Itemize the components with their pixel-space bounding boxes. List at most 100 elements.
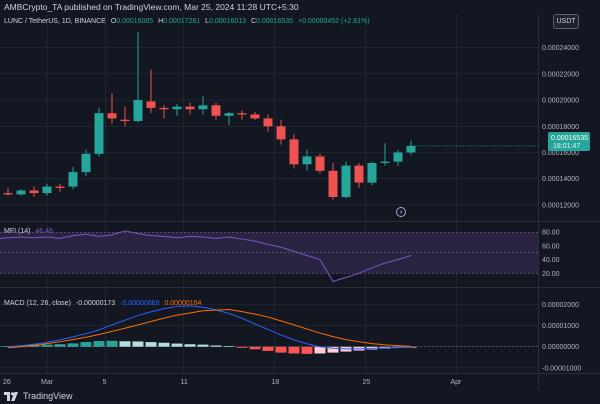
candle-body xyxy=(81,153,91,173)
tradingview-logo-icon xyxy=(4,391,18,401)
candle xyxy=(380,143,390,166)
x-tick-label: 11 xyxy=(181,379,188,386)
candle-body xyxy=(159,107,169,110)
y-tick-label: 0.00012000 xyxy=(542,202,579,209)
candle-body xyxy=(289,139,299,165)
candle xyxy=(55,183,65,192)
x-tick-label: Apr xyxy=(451,379,463,386)
candle-body xyxy=(250,114,260,119)
legend-symbol: LUNC / TetherUS, 1D, BINANCE xyxy=(4,18,106,25)
candle xyxy=(328,162,338,200)
macd-legend-signal: 0.00000164 xyxy=(164,300,201,307)
y-tick-label: 80.00 xyxy=(542,230,560,237)
histogram-bar xyxy=(327,346,339,353)
y-tick-label: 0.00024000 xyxy=(542,45,579,52)
candle-body xyxy=(302,156,312,165)
histogram-bar xyxy=(314,346,326,354)
macd-legend: MACD (12, 26, close) -0.00000173 -0.0000… xyxy=(4,300,202,307)
currency-selector[interactable]: USDT xyxy=(553,14,579,29)
candle-body xyxy=(29,190,39,194)
mfi-legend-name: MFI (14) xyxy=(4,228,30,235)
candle-body xyxy=(380,161,390,163)
x-tick-label: 5 xyxy=(103,379,107,386)
candle-body xyxy=(107,113,117,119)
candle xyxy=(120,106,130,127)
lightning-event-icon[interactable] xyxy=(396,207,406,217)
y-tick-label: 60.00 xyxy=(542,243,560,250)
tradingview-brand: TradingView xyxy=(23,391,73,401)
candle-body xyxy=(276,126,286,140)
y-tick-label: 0.00002000 xyxy=(542,302,579,309)
candle-body xyxy=(354,165,364,183)
candle-body xyxy=(42,186,52,194)
candle xyxy=(94,107,104,157)
tradingview-logo[interactable]: TradingView xyxy=(4,389,73,403)
candle-body xyxy=(406,145,416,153)
grid-layer xyxy=(0,14,538,373)
mfi-line[interactable] xyxy=(0,230,412,283)
candle xyxy=(406,140,416,156)
candle xyxy=(81,149,91,177)
legend-open: 0.00016085 xyxy=(116,18,153,25)
histogram-bar xyxy=(158,342,170,347)
histogram-bar xyxy=(262,346,274,351)
histogram-bar xyxy=(301,346,313,354)
candle-body xyxy=(94,113,104,154)
histogram-bar xyxy=(106,340,118,347)
histogram-bar xyxy=(236,346,248,348)
time-axis[interactable]: 26 Mar 5 11 18 25 Apr xyxy=(3,379,462,386)
candle-body xyxy=(224,113,234,116)
candle xyxy=(107,93,117,124)
histogram-bar xyxy=(41,344,53,347)
histogram-bar xyxy=(119,341,131,347)
macd-legend-name: MACD (12, 26, close) xyxy=(4,300,71,307)
y-tick-label: 0.00020000 xyxy=(542,98,579,105)
legend-high: 0.00017281 xyxy=(163,18,200,25)
histogram-bar xyxy=(197,344,209,347)
histogram-bar xyxy=(28,345,40,347)
last-price-tag-bg xyxy=(548,132,590,151)
histogram-bar xyxy=(54,344,66,347)
candle xyxy=(224,111,234,125)
macd-legend-macd: -0.00000869 xyxy=(120,300,159,307)
candlestick-series[interactable] xyxy=(3,31,539,200)
mfi-axis: 80.00 60.00 40.00 20.00 xyxy=(0,230,560,278)
price-axis[interactable]: 0.00024000 0.00022000 0.00020000 0.00018000… xyxy=(542,45,579,209)
y-tick-label: 0.00000000 xyxy=(542,344,579,351)
legend-close-label: C xyxy=(251,18,256,25)
mfi-legend-value: 46.48 xyxy=(35,228,53,235)
histogram-bar xyxy=(15,345,27,347)
candle-body xyxy=(120,119,130,122)
candle xyxy=(211,102,221,120)
publisher-attribution: AMBCrypto_TA published on TradingView.co… xyxy=(4,2,299,12)
legend-low-label: L xyxy=(205,18,209,25)
bar-countdown: 18:01:47 xyxy=(553,143,580,150)
candle-body xyxy=(172,106,182,110)
candle-body xyxy=(315,156,325,171)
legend-low: 0.00016013 xyxy=(209,18,246,25)
candle xyxy=(198,96,208,115)
x-tick-label: 25 xyxy=(363,379,371,386)
candle xyxy=(289,134,299,169)
macd-line[interactable] xyxy=(7,305,412,350)
histogram-bar xyxy=(145,342,157,347)
candle xyxy=(3,187,13,196)
histogram-bar xyxy=(210,345,222,347)
y-tick-label: 40.00 xyxy=(542,257,560,264)
candle xyxy=(237,110,247,120)
macd-histogram[interactable] xyxy=(0,340,538,354)
candle xyxy=(68,166,78,190)
candle-body xyxy=(3,193,13,195)
signal-line[interactable] xyxy=(7,308,412,349)
candle-body xyxy=(367,162,377,183)
candle xyxy=(29,186,39,198)
price-legend: LUNC / TetherUS, 1D, BINANCE O0.00016085… xyxy=(4,18,370,25)
candle xyxy=(263,114,273,132)
macd-axis: 0.00002000 0.00001000 0.00000000 -0.0000100… xyxy=(542,302,581,372)
y-tick-label: 0.00018000 xyxy=(542,124,579,131)
histogram-bar xyxy=(405,346,417,348)
candle xyxy=(185,102,195,115)
legend-close: 0.00016535 xyxy=(256,18,293,25)
candle xyxy=(42,183,52,196)
